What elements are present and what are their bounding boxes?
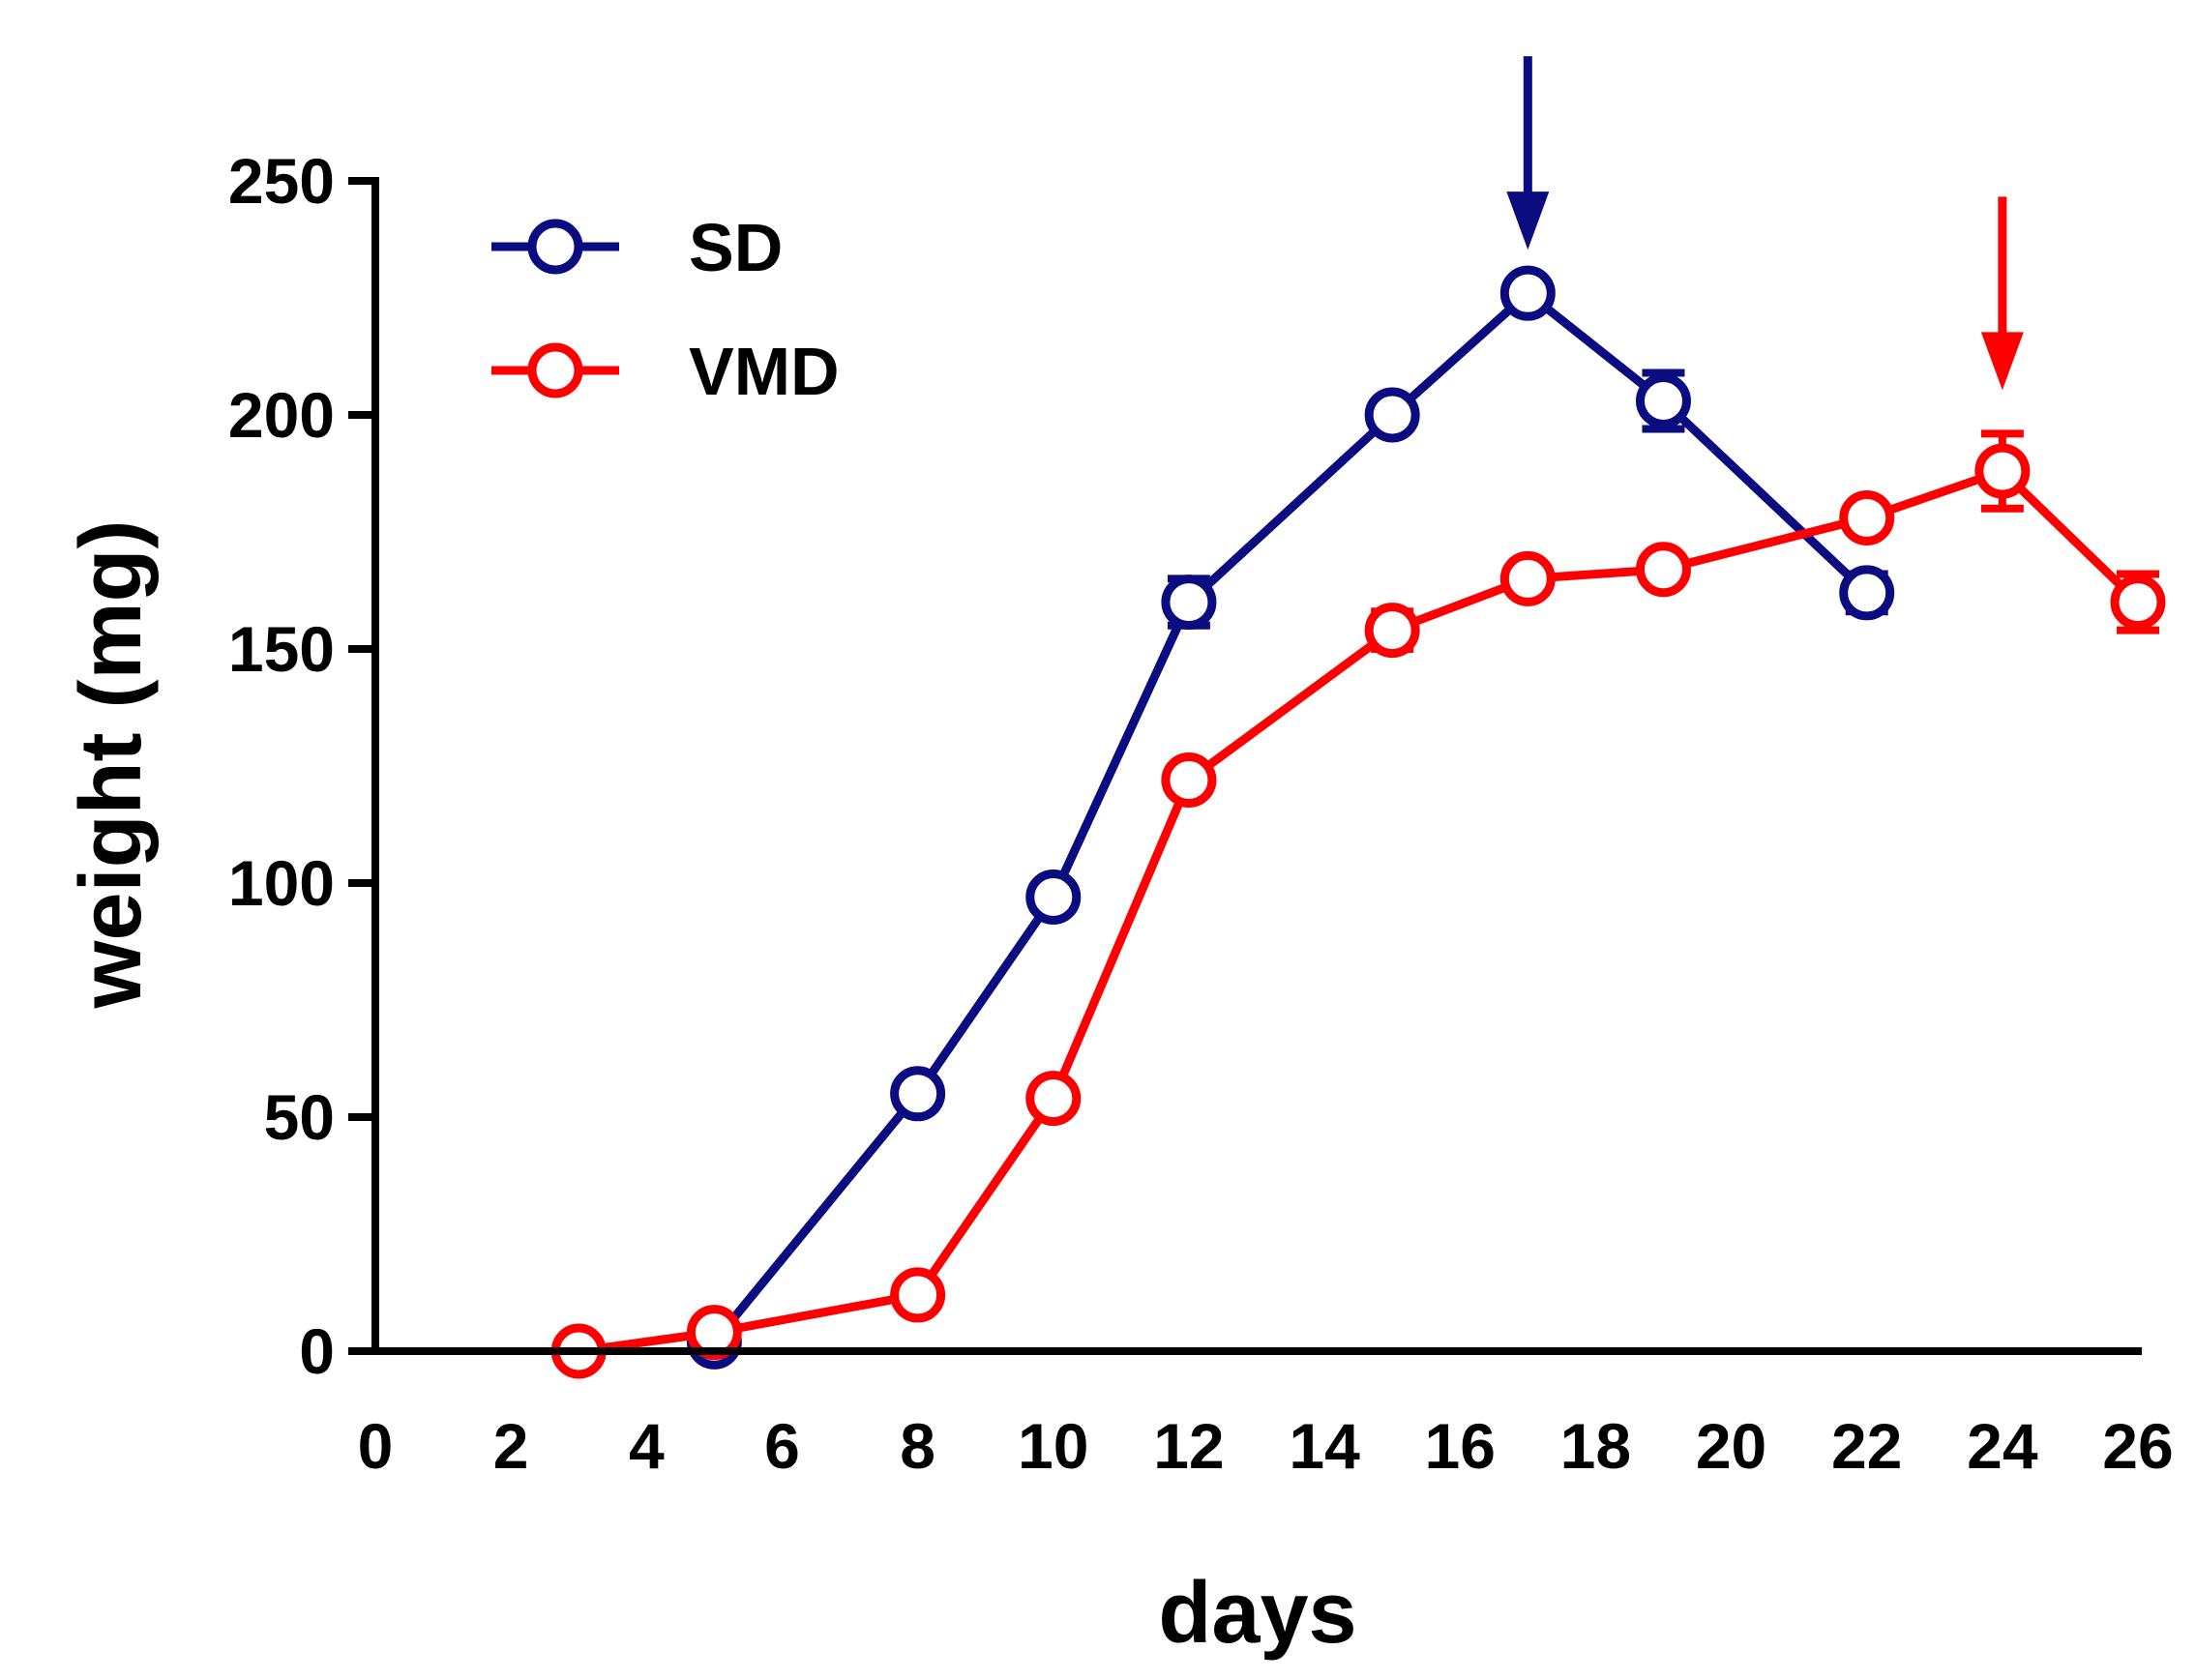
x-tick-label: 22 <box>1831 1410 1902 1482</box>
x-tick-label: 18 <box>1560 1410 1631 1482</box>
legend-item-vmd: VMD <box>491 334 840 409</box>
x-tick-label: 24 <box>1967 1410 2038 1482</box>
peak-arrow-head <box>1980 332 2024 391</box>
data-point <box>1839 489 1895 545</box>
data-point <box>686 1305 742 1361</box>
x-tick-label: 8 <box>900 1410 935 1482</box>
data-point <box>1839 565 1895 621</box>
x-tick-label: 10 <box>1018 1410 1088 1482</box>
data-point <box>1635 372 1691 428</box>
legend-label: SD <box>689 210 783 285</box>
x-axis-title: days <box>1158 1565 1356 1662</box>
data-point <box>1364 603 1420 659</box>
data-point <box>1499 265 1556 321</box>
legend: SD VMD <box>491 210 840 409</box>
y-tick-label: 50 <box>264 1081 335 1153</box>
data-point <box>2110 575 2166 631</box>
data-point <box>890 1066 946 1122</box>
x-tick-label: 14 <box>1289 1410 1360 1482</box>
y-tick-label: 0 <box>299 1315 335 1387</box>
y-axis-title: weight (mg) <box>63 520 160 1010</box>
y-tick-label: 200 <box>228 379 335 451</box>
series-vmd <box>550 196 2166 1379</box>
x-tick-label: 6 <box>764 1410 800 1482</box>
data-point <box>1364 387 1420 443</box>
x-tick-label: 26 <box>2102 1410 2173 1482</box>
legend-marker <box>527 219 583 275</box>
plot-area <box>550 56 2166 1379</box>
data-point <box>1161 752 1217 809</box>
x-tick-label: 16 <box>1425 1410 1496 1482</box>
data-point <box>1974 443 2031 499</box>
data-point <box>1025 869 1082 926</box>
data-point <box>1635 542 1691 598</box>
data-point <box>1025 1071 1082 1127</box>
x-tick-label: 12 <box>1153 1410 1224 1482</box>
legend-label: VMD <box>689 334 840 409</box>
data-point <box>1161 575 1217 631</box>
series-sd <box>686 56 1895 1370</box>
y-tick-label: 150 <box>228 613 335 685</box>
y-tick-label: 250 <box>228 145 335 217</box>
y-tick-label: 100 <box>228 847 335 919</box>
x-tick-label: 20 <box>1696 1410 1766 1482</box>
data-point <box>890 1267 946 1323</box>
legend-item-sd: SD <box>491 210 783 285</box>
data-point <box>1499 550 1556 606</box>
x-tick-label: 4 <box>629 1410 665 1482</box>
x-tick-label: 2 <box>493 1410 529 1482</box>
series-line <box>710 288 1870 1345</box>
legend-marker <box>527 342 583 398</box>
peak-arrow-head <box>1506 192 1550 251</box>
x-tick-label: 0 <box>358 1410 394 1482</box>
